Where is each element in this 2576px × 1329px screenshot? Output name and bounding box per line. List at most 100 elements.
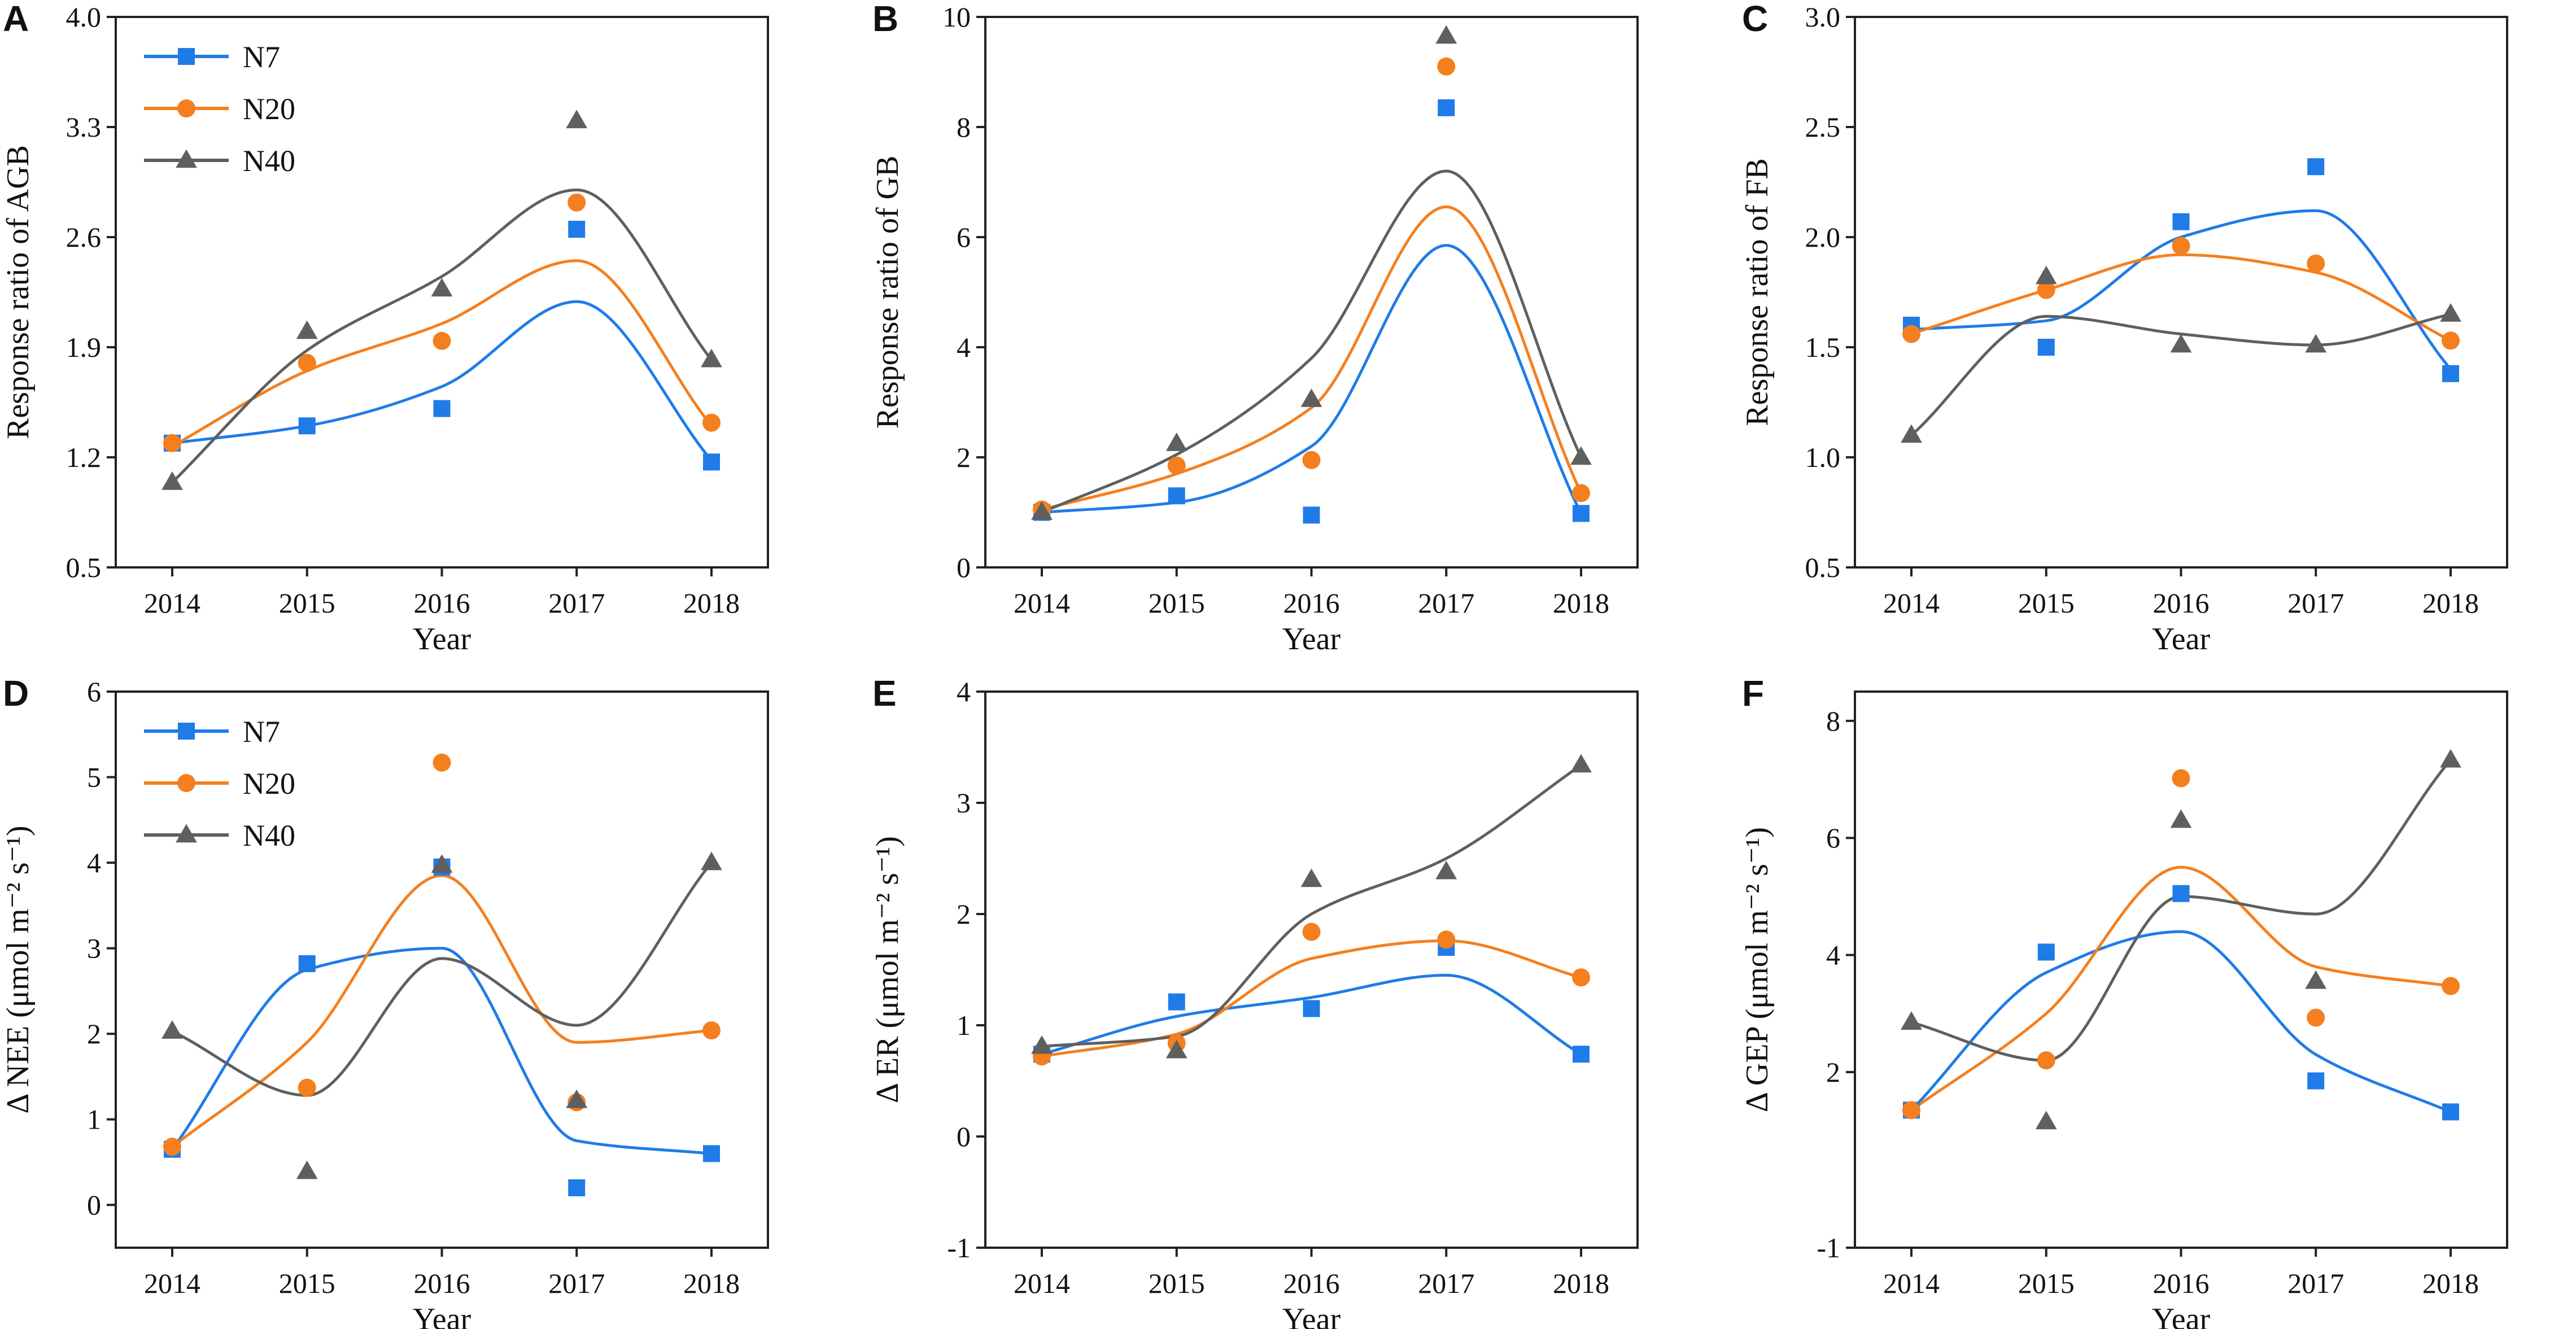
fit-curve-n7 [1041,973,1582,1056]
y-tick-label: 1.0 [1805,441,1841,473]
data-point-n7 [2037,943,2055,961]
y-tick-label: 0 [957,552,971,583]
y-axis-title: Response ratio of FB [1740,158,1775,426]
x-tick-label: 2015 [2018,1267,2075,1299]
y-tick-label: 3 [957,787,971,819]
y-tick-label: 0.5 [66,552,102,583]
panel-letter: E [872,673,897,714]
data-point-n40 [2305,970,2327,989]
x-tick-label: 2017 [2287,1267,2344,1299]
fit-curve-n20 [171,259,713,448]
x-tick-label: 2014 [1014,587,1070,619]
data-point-n7 [703,453,720,471]
legend-marker-n40 [176,824,197,843]
data-point-n40 [2170,334,2192,353]
x-tick-label: 2017 [1418,587,1474,619]
x-tick-label: 2018 [1553,1267,1609,1299]
x-tick-label: 2018 [2422,1267,2479,1299]
fit-curve-n20 [1041,205,1583,512]
y-tick-label: 5 [87,762,101,793]
x-tick-label: 2018 [2422,587,2479,619]
data-point-n20 [1902,1101,1920,1120]
data-point-n20 [163,1138,181,1156]
y-tick-label: 4 [87,847,101,878]
y-tick-label: -1 [947,1232,971,1264]
data-point-n40 [2305,334,2327,353]
chart-panel-d: D 0 1 2 3 4 5 6 2014 2015 2016 2017 2018 Year Δ NEE (μ… [1,673,769,1329]
data-point-n40 [701,851,722,871]
data-point-n20 [2442,331,2460,350]
data-point-n20 [2442,977,2460,995]
fit-curve-n20 [171,874,712,1148]
x-tick-label: 2017 [2287,587,2344,619]
x-tick-label: 2014 [1014,1267,1070,1299]
chart-panel-b: B 0 2 4 6 8 10 2014 2015 2016 2017 2018 Year Response… [870,0,1639,657]
x-tick-label: 2018 [683,1267,740,1299]
y-tick-label: 4 [957,331,971,363]
x-tick-label: 2018 [683,587,740,619]
data-point-n40 [1300,868,1322,888]
data-point-n7 [433,400,451,417]
fit-curve-n7 [172,300,713,462]
fit-curve-n40 [1041,169,1583,514]
data-point-n7 [1573,1046,1590,1063]
data-point-n7 [568,221,586,238]
x-axis-title: Year [413,1302,471,1329]
y-tick-label: 2 [957,441,971,473]
x-axis-title: Year [2152,622,2211,657]
legend-label-n40: N40 [243,819,295,853]
y-tick-label: 1 [87,1104,101,1135]
data-point-n40 [1435,25,1457,44]
y-tick-label: 2 [957,898,971,930]
data-point-n7 [2442,1103,2459,1121]
x-tick-label: 2016 [2153,1267,2210,1299]
y-tick-label: 8 [1826,705,1840,737]
data-point-n40 [431,278,453,297]
y-tick-label: 0.5 [1805,552,1841,583]
chart-panel-a: A 0.5 1.2 1.9 2.6 3.3 4.0 2014 2015 2016 2017 2018 Y… [1,0,769,657]
data-point-n7 [2307,158,2325,176]
data-point-n40 [431,854,453,873]
y-axis-title: Response ratio of AGB [1,145,36,439]
y-tick-label: 2.6 [66,221,102,253]
y-tick-label: 8 [957,111,971,143]
x-tick-label: 2017 [548,1267,605,1299]
y-tick-label: 1.9 [66,331,102,363]
data-point-n40 [296,1160,318,1179]
y-tick-label: 4.0 [66,1,102,33]
x-axis-title: Year [1282,1302,1341,1329]
data-point-n20 [2307,254,2325,273]
data-point-n40 [1300,388,1322,407]
y-axis-title: Response ratio of GB [870,156,905,429]
legend: N7 N20 N40 [144,40,295,178]
data-point-n40 [1165,1039,1187,1059]
x-tick-label: 2018 [1553,587,1609,619]
x-tick-label: 2014 [144,1267,200,1299]
legend-label-n40: N40 [243,144,295,178]
data-point-n40 [2170,809,2192,828]
y-tick-label: 1.2 [66,441,102,473]
data-point-n40 [566,1089,588,1108]
data-point-n7 [1303,506,1320,524]
data-point-n20 [298,353,316,372]
data-point-n20 [1302,451,1321,469]
data-point-n20 [298,1078,316,1097]
data-point-n40 [1031,1035,1053,1054]
data-point-n20 [1167,456,1186,475]
x-tick-label: 2015 [2018,587,2075,619]
x-tick-label: 2014 [1883,1267,1940,1299]
data-point-n7 [2307,1072,2325,1090]
fit-curve-n7 [1910,930,2451,1113]
x-tick-label: 2016 [2153,587,2210,619]
y-tick-label: 0 [87,1189,101,1221]
fit-curve-n20 [1910,865,2451,1112]
fit-curve-n7 [1041,244,1583,514]
y-axis-title: Δ ER (μmol m⁻² s⁻¹) [870,836,905,1103]
data-point-n20 [2037,1051,2055,1070]
y-tick-label: 1.5 [1805,331,1841,363]
data-point-n7 [568,1179,586,1196]
data-point-n7 [703,1145,720,1162]
data-point-n20 [2037,281,2055,299]
y-tick-label: 1 [957,1009,971,1041]
